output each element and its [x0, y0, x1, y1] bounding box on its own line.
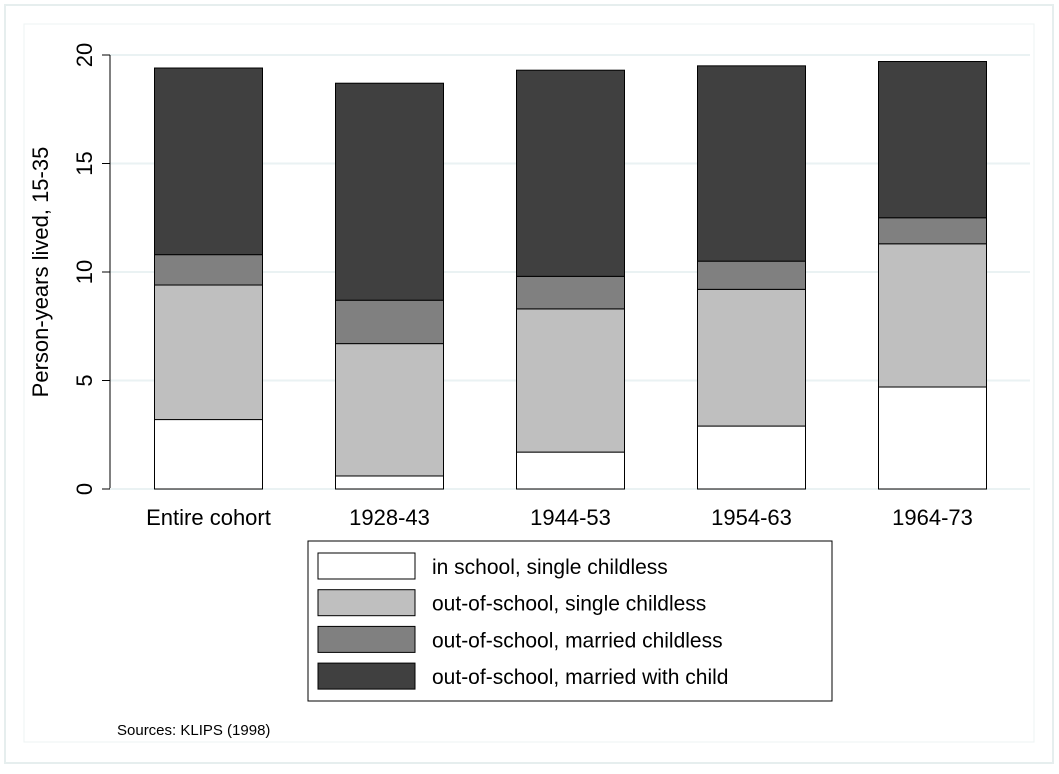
y-tick-label: 5	[72, 374, 97, 386]
y-tick-label: 20	[72, 43, 97, 67]
legend-label: out-of-school, married with child	[432, 666, 728, 689]
bar-segment	[335, 343, 444, 477]
legend-label: in school, single childless	[432, 556, 668, 579]
bar-segment	[516, 451, 625, 490]
bar-segment	[154, 254, 263, 286]
bar-segment	[878, 61, 987, 219]
x-tick-label: 1964-73	[892, 505, 973, 530]
bar-segment	[878, 243, 987, 388]
y-tick-label: 10	[72, 260, 97, 284]
bar-segment	[516, 308, 625, 453]
source-note: Sources: KLIPS (1998)	[117, 722, 270, 739]
bar-segment	[697, 288, 806, 427]
x-tick-label: 1928-43	[349, 505, 430, 530]
legend-swatch	[317, 662, 416, 690]
y-axis-label: Person-years lived, 15-35	[28, 147, 53, 398]
bar-segment	[878, 386, 987, 490]
x-tick-label: 1944-53	[530, 505, 611, 530]
bar-segment	[878, 217, 987, 245]
y-tick-label: 0	[72, 483, 97, 495]
bar-segment	[154, 284, 263, 421]
bar-segment	[516, 275, 625, 310]
y-tick-label: 15	[72, 151, 97, 175]
bar-segment	[154, 419, 263, 490]
bar-segment	[335, 82, 444, 301]
bar-segment	[697, 425, 806, 490]
legend-swatch	[317, 589, 416, 617]
bar-segment	[697, 65, 806, 262]
bar-segment	[335, 299, 444, 345]
legend-label: out-of-school, single childless	[432, 593, 706, 616]
legend-label: out-of-school, married childless	[432, 629, 723, 652]
x-tick-label: 1954-63	[711, 505, 792, 530]
bar-segment	[697, 260, 806, 290]
x-tick-label: Entire cohort	[146, 505, 271, 530]
bar-segment	[516, 69, 625, 277]
bar-segment	[154, 67, 263, 256]
legend-swatch	[317, 625, 416, 653]
legend-swatch	[317, 552, 416, 580]
bar-segment	[335, 475, 444, 490]
